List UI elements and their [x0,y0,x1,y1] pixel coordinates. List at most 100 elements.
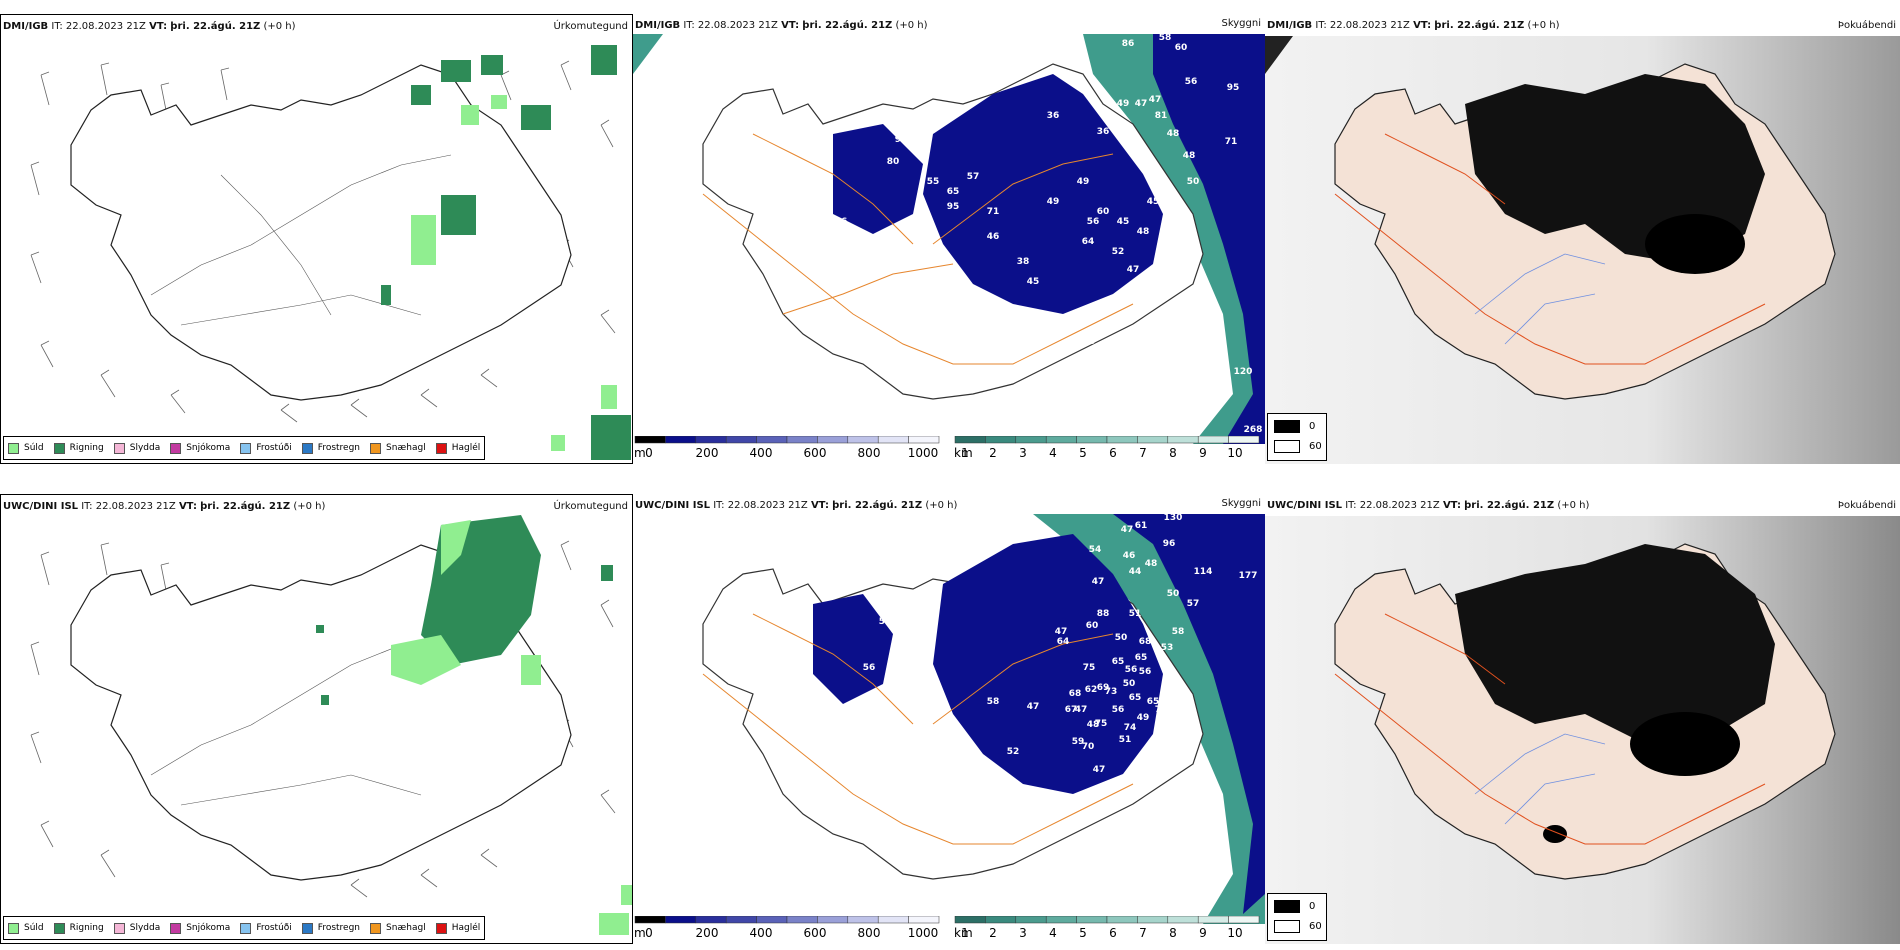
visibility-value: 56 [1112,705,1125,715]
scale-tick-label: 1000 [908,926,939,940]
scale-tick-label: 0 [645,446,653,460]
scale-swatch [1167,436,1199,444]
visibility-value: 52 [1112,247,1125,257]
issue-time: IT: 22.08.2023 21Z [713,500,808,511]
scale-swatch [817,436,849,444]
visibility-value: 54 [1089,545,1102,555]
model-label: UWC/DINI ISL [635,500,711,511]
valid-time-label: VT: [1413,20,1432,31]
valid-time-label: VT: [781,20,800,31]
vis-scales: m 0 200 400 600 800 1000 km1 2 3 4 5 6 7 8 9 10 [634,436,1260,460]
vis-sea-blue [1153,34,1265,444]
scale-swatch [954,916,986,924]
lead-time: (+0 h) [895,20,928,31]
visibility-value: 56 [863,663,876,673]
legend-swatch [435,922,447,934]
scale-swatch [1228,436,1260,444]
scale-swatch [908,436,940,444]
legend-swatch [301,442,313,454]
visibility-value: 114 [1194,567,1213,577]
scale-swatch [1197,436,1229,444]
visibility-value: 120 [1234,367,1253,377]
legend-label: Frostregn [317,443,361,453]
fog-map-row1 [1265,36,1900,464]
legend-label: Slydda [129,923,161,933]
visibility-value: 47 [1149,95,1162,105]
visibility-value: 51 [1119,735,1132,745]
vis-fog-mass [923,74,1163,314]
scale-swatch [634,916,666,924]
visibility-value: 47 [1092,577,1105,587]
legend-label: Rigning [69,443,104,453]
wind-barbs [30,540,616,898]
visibility-value: 48 [1087,720,1100,730]
scale-tick-label: 400 [750,926,773,940]
fog-legend-value: 0 [1309,901,1316,912]
legend-label: Rigning [69,923,104,933]
scale-tick-label: 6 [1109,926,1117,940]
visibility-value: 177 [1239,571,1258,581]
visibility-value: 268 [1244,425,1263,435]
fog-legend-row: 60 [1274,920,1322,933]
legend-swatch [370,442,382,454]
visibility-value: 60 [1097,207,1110,217]
visibility-value: 58 [1159,33,1172,43]
visibility-value: 71 [1225,137,1238,147]
fog-swatch-white [1274,440,1300,453]
panel-type-label: Skyggni [1221,498,1261,509]
visibility-value: 52 [1007,747,1020,757]
scale-tick-label: 2 [989,446,997,460]
fog-black-blob [1645,214,1745,274]
vis-fog-west [813,594,893,704]
legend-label: Frostúði [256,923,292,933]
lead-time: (+0 h) [263,21,296,32]
visibility-value: 47 [1127,265,1140,275]
model-label: DMI/IGB [635,20,681,31]
scale-swatch [1167,916,1199,924]
visibility-value: 49 [1137,713,1150,723]
scale-swatch [695,916,727,924]
precip-panel-row1: DMI/IGB IT: 22.08.2023 21Z VT: þri. 22.á… [0,14,633,464]
visibility-value: 44 [1129,567,1142,577]
legend-swatch [113,442,125,454]
visibility-value: 46 [1123,551,1136,561]
visibility-value: 36 [1047,111,1060,121]
panel-header: DMI/IGB IT: 22.08.2023 21Z VT: þri. 22.á… [3,21,296,32]
visibility-value: 61 [1135,521,1148,531]
visibility-value: 51 [1129,609,1142,619]
valid-time-label: VT: [178,501,197,512]
scale-tick-label: 10 [1227,926,1242,940]
issue-time: IT: 22.08.2023 21Z [81,501,176,512]
precip-drizzle [411,95,617,451]
valid-time-label: VT: [810,500,829,511]
issue-time: IT: 22.08.2023 21Z [51,21,146,32]
fog-corner-dark [1265,36,1293,74]
fog-legend: 0 60 [1267,893,1327,941]
legend-swatch [8,922,19,934]
visibility-value: 48 [1167,129,1180,139]
scale-tick-label: 9 [1199,446,1207,460]
scale-tick-label: 5 [1079,926,1087,940]
fog-roads [1334,133,1766,365]
visibility-value: 48 [1135,157,1148,167]
visibility-value: 58 [927,107,940,117]
legend-swatch [240,922,252,934]
model-label: DMI/IGB [1267,20,1313,31]
visibility-value: 49 [1077,177,1090,187]
scale-swatch [1015,436,1047,444]
visibility-value: 47 [1075,705,1088,715]
legend-item-slydda: Slydda [113,922,161,934]
scale-tick-label: 4 [1049,446,1057,460]
scale-tick-label: 200 [696,926,719,940]
scale-swatch [786,436,818,444]
vis-corner-teal [633,34,663,74]
scale-tick-label: 1000 [908,446,939,460]
scale-tick-label: 400 [750,446,773,460]
scale-swatch [1106,436,1138,444]
vis-panel-row2: 130 47 61 96 114 177 54 46 44 48 50 47 57 88 51 58 64 50 6… [633,494,1265,944]
panel-header: DMI/IGB IT: 22.08.2023 21Z VT: þri. 22.á… [635,20,928,31]
legend-swatch [240,442,252,454]
visibility-value: 66 [877,237,890,247]
